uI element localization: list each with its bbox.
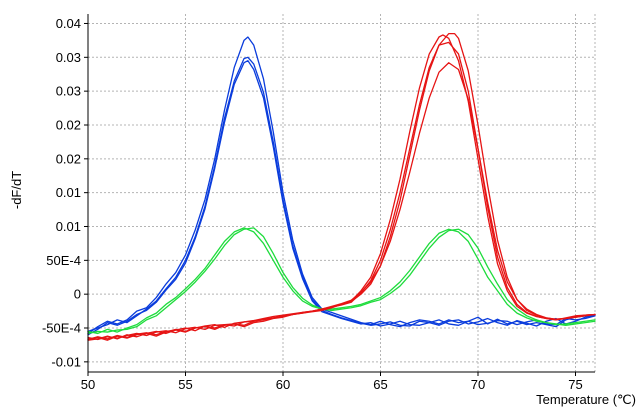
- series-line-4: [87, 227, 596, 335]
- y-tick-label: 0: [74, 287, 81, 302]
- axes: [84, 14, 595, 376]
- x-axis-title: Temperature (℃): [536, 392, 636, 407]
- y-tick-label: 0.02: [56, 117, 81, 132]
- series-line-2: [87, 56, 596, 333]
- y-tick-label: 0.02: [56, 151, 81, 166]
- x-tick-label: 60: [276, 377, 290, 392]
- y-tick-label: 0.03: [56, 84, 81, 99]
- x-tick-labels: 50 55 60 65 70 75: [81, 377, 583, 392]
- series-line-5: [87, 227, 596, 335]
- y-tick-labels: 0.04 0.03 0.03 0.02 0.02 0.01 0.01 50E-4 0 -50E-4…: [42, 16, 81, 369]
- series-line-9: [87, 62, 596, 341]
- x-tick-label: 65: [373, 377, 387, 392]
- series-line-8: [87, 41, 596, 341]
- y-tick-label: 0.01: [56, 219, 81, 234]
- y-tick-label: 0.03: [56, 50, 81, 65]
- y-tick-label: 0.04: [56, 16, 81, 31]
- series-line-3: [87, 60, 596, 336]
- series-line-1: [87, 36, 596, 335]
- y-tick-label: -0.01: [51, 354, 81, 369]
- y-axis-title: -dF/dT: [9, 171, 24, 209]
- grid: [87, 14, 596, 372]
- x-tick-label: 75: [568, 377, 582, 392]
- y-tick-label: 50E-4: [46, 253, 81, 268]
- y-tick-label: 0.01: [56, 185, 81, 200]
- series-group: [87, 32, 596, 341]
- x-tick-label: 70: [471, 377, 485, 392]
- x-tick-label: 50: [81, 377, 95, 392]
- y-tick-label: -50E-4: [42, 321, 81, 336]
- x-tick-label: 55: [178, 377, 192, 392]
